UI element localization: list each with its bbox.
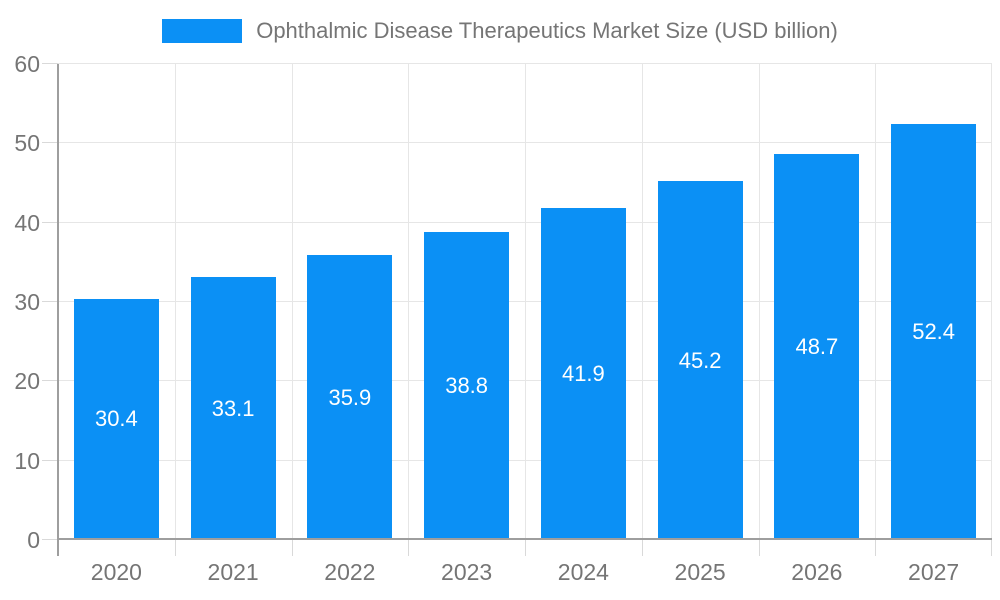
x-axis-label: 2021 (207, 559, 259, 585)
x-tick (991, 540, 992, 556)
y-tick (42, 459, 58, 461)
legend-label: Ophthalmic Disease Therapeutics Market S… (256, 18, 838, 43)
gridline-v (758, 64, 760, 540)
y-tick (42, 221, 58, 223)
bar-2025[interactable] (657, 181, 743, 540)
x-axis-label: 2023 (441, 559, 493, 585)
x-tick (758, 540, 760, 556)
bar-2023[interactable] (424, 232, 510, 540)
bar-2020[interactable] (73, 298, 159, 540)
bar-value-label: 45.2 (678, 347, 722, 373)
gridline-h (58, 63, 992, 64)
x-axis-label: 2025 (674, 559, 726, 585)
bar-value-label: 30.4 (94, 406, 138, 432)
bar-value-label: 35.9 (328, 384, 372, 410)
bar-value-label: 41.9 (561, 360, 605, 386)
gridline-v (525, 64, 526, 540)
x-axis-line (58, 538, 992, 540)
y-axis-label: 30 (14, 289, 40, 315)
bar-2024[interactable] (540, 207, 626, 540)
gridline-v (875, 64, 877, 540)
x-axis-label: 2027 (908, 559, 960, 585)
gridline-v (174, 64, 176, 540)
gridline-v (291, 64, 293, 540)
bar-value-label: 38.8 (445, 373, 489, 399)
x-tick (291, 540, 293, 556)
bar-value-label: 48.7 (795, 333, 839, 359)
bar-2026[interactable] (774, 153, 860, 540)
gridline-v (408, 64, 410, 540)
bar-2022[interactable] (307, 255, 393, 540)
bar-2021[interactable] (190, 277, 276, 540)
y-tick (42, 63, 58, 64)
gridline-v (641, 64, 643, 540)
x-tick (641, 540, 643, 556)
x-tick (174, 540, 176, 556)
y-axis-line (57, 64, 59, 556)
x-axis-label: 2026 (791, 559, 843, 585)
y-tick (42, 142, 58, 144)
y-axis-label: 10 (14, 447, 40, 474)
y-axis-label: 0 (27, 527, 40, 553)
plot-right-border (991, 64, 992, 540)
y-axis-label: 20 (14, 368, 40, 395)
bar-value-label: 52.4 (912, 319, 956, 345)
x-tick (408, 540, 410, 556)
bar-2027[interactable] (891, 124, 977, 540)
x-axis-label: 2024 (557, 559, 609, 585)
y-tick (42, 301, 58, 302)
legend[interactable]: Ophthalmic Disease Therapeutics Market S… (0, 16, 1000, 46)
x-axis-label: 2020 (90, 559, 142, 585)
y-axis-label: 60 (14, 51, 40, 77)
x-tick (875, 540, 877, 556)
bar-value-label: 33.1 (211, 395, 255, 421)
y-axis-label: 50 (14, 130, 40, 157)
y-tick (42, 539, 58, 540)
y-axis-label: 40 (14, 209, 40, 236)
x-axis-label: 2022 (324, 559, 376, 585)
legend-swatch (162, 19, 243, 43)
y-tick (42, 380, 58, 382)
x-tick (525, 540, 526, 556)
